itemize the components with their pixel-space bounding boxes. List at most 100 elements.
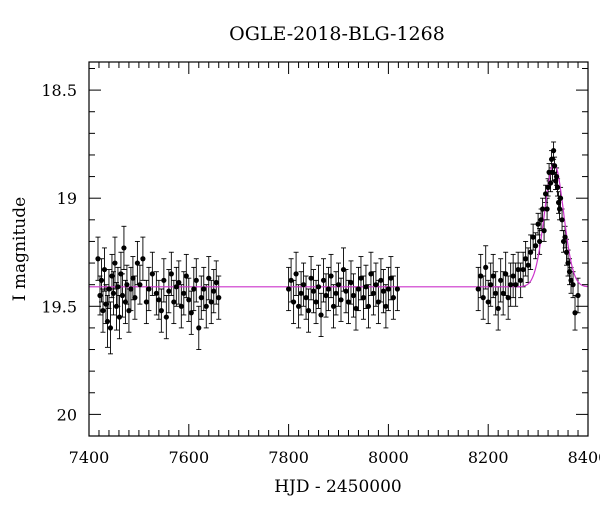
data-point xyxy=(308,275,314,281)
data-point xyxy=(353,305,359,312)
data-point xyxy=(208,299,214,305)
data-point xyxy=(109,273,115,279)
data-point xyxy=(98,277,105,283)
data-point xyxy=(103,301,109,307)
data-point xyxy=(345,299,352,305)
data-point xyxy=(113,303,120,309)
data-point xyxy=(350,292,357,299)
data-point xyxy=(510,273,516,279)
data-point xyxy=(153,290,159,296)
data-point xyxy=(118,271,124,277)
x-tick-label: 7600 xyxy=(168,448,209,467)
data-point xyxy=(122,299,129,305)
data-point xyxy=(536,238,543,245)
data-point xyxy=(213,279,219,286)
data-point xyxy=(325,286,332,292)
data-point xyxy=(572,310,578,316)
data-point xyxy=(375,299,382,305)
data-point xyxy=(107,325,114,331)
data-point xyxy=(557,195,564,201)
data-point xyxy=(358,275,364,281)
data-point xyxy=(555,199,562,206)
data-point xyxy=(293,271,299,277)
data-point xyxy=(288,277,294,283)
x-axis-label: HJD - 2450000 xyxy=(274,477,402,497)
data-point xyxy=(128,286,134,292)
data-point xyxy=(568,277,574,283)
data-point xyxy=(191,286,197,292)
data-point xyxy=(173,284,179,290)
data-point xyxy=(183,273,189,279)
axis-ticks: 7400 7600 7800 8000 8200 8400 18.5 19 19.5 20 xyxy=(41,62,600,467)
data-point xyxy=(201,286,207,292)
data-point xyxy=(335,282,342,288)
data-point xyxy=(550,148,557,154)
plot-inner xyxy=(89,141,588,355)
data-point xyxy=(523,256,529,262)
data-point xyxy=(355,286,362,292)
data-point xyxy=(373,282,379,288)
data-point xyxy=(298,290,304,296)
data-point xyxy=(328,273,334,279)
data-point xyxy=(295,303,302,309)
data-point xyxy=(563,249,570,255)
data-point xyxy=(378,277,384,283)
data-point xyxy=(340,266,347,273)
data-point xyxy=(206,275,212,281)
data-point xyxy=(348,279,354,286)
data-point xyxy=(505,295,511,301)
data-point xyxy=(525,262,531,268)
data-point xyxy=(548,156,555,162)
data-point xyxy=(385,286,391,292)
data-point xyxy=(168,271,174,277)
data-point xyxy=(149,271,155,277)
data-point xyxy=(495,305,501,312)
y-tick-label: 20 xyxy=(57,405,77,424)
data-point xyxy=(100,308,106,314)
data-point xyxy=(570,282,576,288)
y-tick-label: 19 xyxy=(57,189,77,208)
data-point xyxy=(394,286,400,292)
data-point xyxy=(158,308,164,314)
data-point xyxy=(134,260,141,266)
data-point xyxy=(132,295,138,301)
plot-frame xyxy=(88,61,589,437)
data-point xyxy=(186,297,192,303)
data-point xyxy=(503,271,509,277)
data-point xyxy=(559,217,565,223)
data-point xyxy=(137,282,143,288)
data-point xyxy=(116,314,123,320)
data-point xyxy=(198,295,204,301)
x-tick-label: 8400 xyxy=(568,448,600,467)
data-point xyxy=(565,260,571,266)
data-point xyxy=(528,249,534,255)
data-point xyxy=(549,169,556,175)
data-point xyxy=(556,206,563,212)
data-point xyxy=(323,292,329,299)
data-point xyxy=(140,256,146,262)
y-tick-label: 19.5 xyxy=(41,297,77,316)
plot-area xyxy=(89,141,588,355)
data-point xyxy=(188,310,194,316)
data-point xyxy=(315,284,322,290)
data-point xyxy=(97,292,103,299)
data-point xyxy=(343,288,349,294)
data-point xyxy=(196,325,202,331)
data-point xyxy=(541,228,547,234)
data-point xyxy=(305,308,312,314)
data-point xyxy=(290,299,297,305)
data-point xyxy=(286,286,292,292)
data-point xyxy=(330,303,337,309)
data-point xyxy=(110,290,117,296)
data-point xyxy=(544,206,550,212)
data-point xyxy=(478,273,484,279)
data-point xyxy=(318,312,324,318)
data-point xyxy=(538,217,544,223)
data-point xyxy=(508,282,514,288)
data-point xyxy=(161,277,167,283)
data-point xyxy=(368,271,374,277)
data-point xyxy=(303,295,309,301)
data-point xyxy=(104,318,111,325)
data-point xyxy=(106,286,112,292)
